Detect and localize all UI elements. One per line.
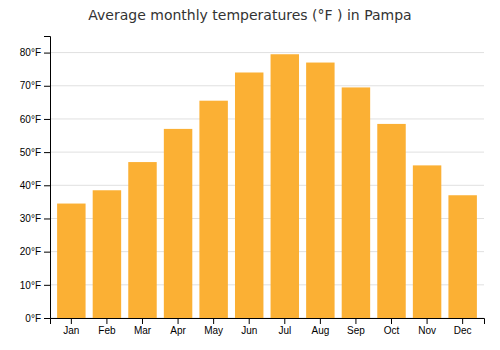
x-tick-label: Dec (454, 325, 472, 336)
y-tick-mark (44, 285, 50, 286)
bar (342, 87, 370, 318)
grid-line (50, 85, 484, 86)
x-tick: Dec (454, 318, 472, 336)
x-tick: May (204, 318, 223, 336)
grid-line (50, 52, 484, 53)
y-tick: 60°F (20, 114, 50, 125)
y-tick-mark (44, 185, 50, 186)
y-tick: 80°F (20, 47, 50, 58)
bar (413, 165, 441, 318)
x-tick-mark (320, 318, 321, 324)
x-tick: Jul (278, 318, 291, 336)
y-tick-label: 30°F (20, 213, 41, 224)
x-tick-mark (427, 318, 428, 324)
y-tick-label: 70°F (20, 80, 41, 91)
x-tick-label: May (204, 325, 223, 336)
x-tick-mark (355, 318, 356, 324)
grid-line (50, 152, 484, 153)
title: Average monthly temperatures (°F ) in Pa… (88, 7, 411, 23)
x-tick-label: Jan (63, 325, 79, 336)
x-tick: Oct (384, 318, 400, 336)
y-tick-mark (44, 86, 50, 87)
bar (306, 63, 334, 318)
x-tick: Mar (134, 318, 152, 336)
y-tick-label: 40°F (20, 180, 41, 191)
bar (57, 204, 85, 318)
grid (50, 53, 484, 318)
y-tick-label: 10°F (20, 280, 41, 291)
x-tick: Jun (241, 318, 257, 336)
bar (235, 72, 263, 318)
grid-line (50, 118, 484, 119)
x-tick: Apr (170, 318, 186, 336)
x-tick-label: Jul (278, 325, 291, 336)
y-tick: 30°F (20, 213, 50, 224)
bar (377, 124, 405, 318)
y-tick-mark (44, 218, 50, 219)
x-tick-label: Oct (384, 325, 400, 336)
y-tick-mark (44, 53, 50, 54)
x-tick: Sep (347, 318, 365, 336)
x-tick-mark (213, 318, 214, 324)
y-tick-label: 0°F (25, 313, 41, 324)
y-tick-label: 60°F (20, 114, 41, 125)
y-tick: 0°F (25, 313, 50, 324)
y-tick: 20°F (20, 246, 50, 257)
bar (164, 129, 192, 318)
bar (448, 195, 476, 318)
y-tick: 40°F (20, 180, 50, 191)
chart: Average monthly temperatures (°F ) in Pa… (0, 0, 500, 350)
y-tick-mark (44, 252, 50, 253)
x-tick: Feb (98, 318, 116, 336)
y-tick: 70°F (20, 80, 50, 91)
x-tick-label: Aug (311, 325, 329, 336)
bar (271, 54, 299, 318)
x-tick-label: Sep (347, 325, 365, 336)
bar (128, 162, 156, 318)
y-tick-label: 80°F (20, 47, 41, 58)
y-tick-mark (44, 318, 50, 319)
y-tick: 50°F (20, 147, 50, 158)
x-tick: Aug (311, 318, 329, 336)
y-axis-line (44, 37, 51, 319)
x-tick-mark (106, 318, 107, 324)
y-axis: 0°F 10°F 20°F 30°F 40°F 50°F 60°F 70°F 80°F (20, 37, 51, 324)
x-tick-mark (462, 318, 463, 324)
x-tick-label: Mar (134, 325, 152, 336)
x-tick-label: Feb (98, 325, 116, 336)
y-tick-mark (44, 119, 50, 120)
x-axis-line (51, 319, 485, 325)
x-tick-mark (249, 318, 250, 324)
bar (93, 190, 121, 318)
x-tick-label: Jun (241, 325, 257, 336)
x-axis: Jan Feb Mar Apr May Jun Jul Aug Sep Oct Nov Dec (51, 318, 485, 336)
y-tick: 10°F (20, 280, 50, 291)
x-tick-mark (284, 318, 285, 324)
x-tick-mark (142, 318, 143, 324)
y-tick-label: 50°F (20, 147, 41, 158)
x-tick: Nov (418, 318, 436, 336)
x-tick-mark (391, 318, 392, 324)
x-tick-mark (178, 318, 179, 324)
x-tick: Jan (63, 318, 79, 336)
x-tick-mark (71, 318, 72, 324)
x-tick-label: Nov (418, 325, 436, 336)
bars (57, 54, 477, 318)
y-tick-label: 20°F (20, 246, 41, 257)
x-tick-label: Apr (170, 325, 186, 336)
y-tick-mark (44, 152, 50, 153)
bar (199, 101, 227, 318)
